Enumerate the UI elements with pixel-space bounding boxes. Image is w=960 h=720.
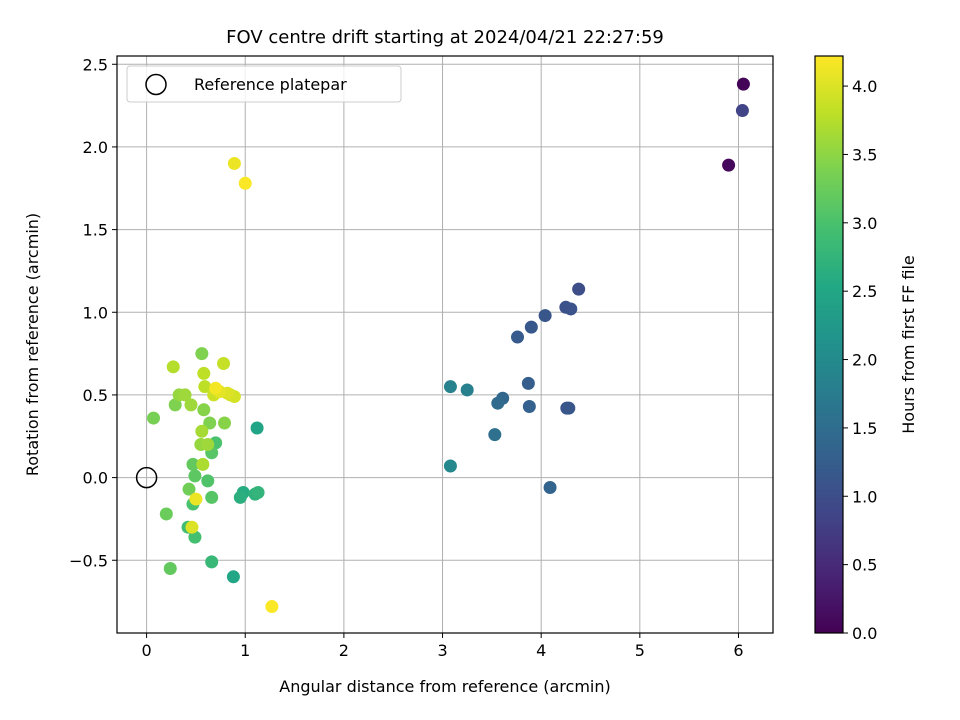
y-tick-label: 2.5	[83, 55, 108, 74]
data-point	[524, 320, 538, 334]
data-point	[491, 396, 505, 410]
data-points	[146, 77, 750, 614]
colorbar-tick-label: 1.5	[852, 419, 877, 438]
data-point	[209, 381, 223, 395]
colorbar-tick-label: 3.0	[852, 214, 877, 233]
legend-box	[126, 65, 402, 103]
plot-frame	[116, 55, 774, 634]
data-point	[572, 282, 586, 296]
data-point	[186, 457, 200, 471]
data-point	[251, 485, 265, 499]
y-axis-ticks: −0.5 0.0 0.5 1.0 1.5 2.0 2.5	[69, 55, 117, 570]
data-point	[196, 457, 210, 471]
reference-point-marker	[135, 466, 158, 489]
data-point	[522, 399, 536, 413]
data-point	[511, 330, 525, 344]
y-tick-label: 1.0	[83, 303, 108, 322]
data-point	[488, 428, 502, 442]
colorbar-tick-label: 0.0	[852, 624, 877, 643]
colorbar-tick-label: 0.5	[852, 556, 877, 575]
y-tick-label: 0.0	[83, 469, 108, 488]
data-point	[195, 347, 209, 361]
data-point	[189, 492, 203, 506]
data-point	[188, 469, 202, 483]
y-tick-label: −0.5	[69, 551, 108, 570]
grid-lines	[117, 56, 773, 633]
data-point	[203, 416, 217, 430]
data-point	[226, 570, 240, 584]
x-tick-label: 5	[635, 641, 645, 660]
data-point	[205, 555, 219, 569]
data-point	[205, 490, 219, 504]
data-point	[188, 530, 202, 544]
data-point	[722, 158, 736, 172]
colorbar-ticks: 0.0 0.5 1.0 1.5 2.0 2.5 3.0 3.5 4.0	[843, 77, 877, 643]
data-point	[265, 600, 279, 614]
x-tick-label: 3	[437, 641, 447, 660]
data-point	[178, 388, 192, 402]
x-tick-label: 6	[733, 641, 743, 660]
data-point	[166, 360, 180, 374]
x-tick-label: 2	[339, 641, 349, 660]
data-point	[543, 481, 557, 495]
data-point	[217, 357, 231, 371]
data-point	[735, 104, 749, 118]
data-point	[238, 176, 252, 190]
data-point	[250, 421, 264, 435]
data-point	[521, 376, 535, 390]
colorbar-tick-label: 2.5	[852, 282, 877, 301]
colorbar-tick-label: 1.0	[852, 487, 877, 506]
colorbar-label: Hours from first FF file	[899, 255, 918, 434]
data-point	[564, 302, 578, 316]
legend-entry-label: Reference platepar	[194, 75, 347, 94]
plot-area	[117, 56, 773, 633]
y-axis-label: Rotation from reference (arcmin)	[23, 213, 42, 476]
data-point	[197, 366, 211, 380]
y-tick-label: 2.0	[83, 138, 108, 157]
data-point	[562, 401, 576, 415]
data-point	[218, 416, 232, 430]
x-tick-label: 1	[240, 641, 250, 660]
data-point	[198, 380, 212, 394]
legend-reference-marker	[145, 73, 167, 96]
legend: Reference platepar	[126, 65, 402, 103]
data-point	[185, 520, 199, 534]
x-tick-label: 0	[142, 641, 152, 660]
data-point	[195, 424, 209, 438]
data-point	[197, 403, 211, 417]
x-axis-label: Angular distance from reference (arcmin)	[279, 677, 610, 696]
data-point	[227, 156, 241, 170]
data-point	[538, 309, 552, 323]
colorbar-tick-label: 3.5	[852, 145, 877, 164]
data-point	[233, 490, 247, 504]
data-point	[159, 507, 173, 521]
x-axis-ticks: 0 1 2 3 4 5 6	[142, 633, 744, 660]
colorbar-tick-label: 2.0	[852, 351, 877, 370]
data-point	[443, 459, 457, 473]
y-tick-label: 1.5	[83, 221, 108, 240]
data-point	[168, 398, 182, 412]
data-point	[201, 438, 215, 452]
colorbar-tick-label: 4.0	[852, 77, 877, 96]
data-point	[184, 398, 198, 412]
colorbar	[814, 55, 844, 634]
data-point	[163, 562, 177, 576]
data-point	[182, 482, 196, 496]
chart-title: FOV centre drift starting at 2024/04/21 …	[226, 27, 664, 48]
data-point	[736, 77, 750, 91]
x-tick-label: 4	[536, 641, 546, 660]
data-point	[460, 383, 474, 397]
y-tick-label: 0.5	[83, 386, 108, 405]
data-point	[146, 411, 160, 425]
data-point	[201, 474, 215, 488]
data-point	[443, 380, 457, 394]
